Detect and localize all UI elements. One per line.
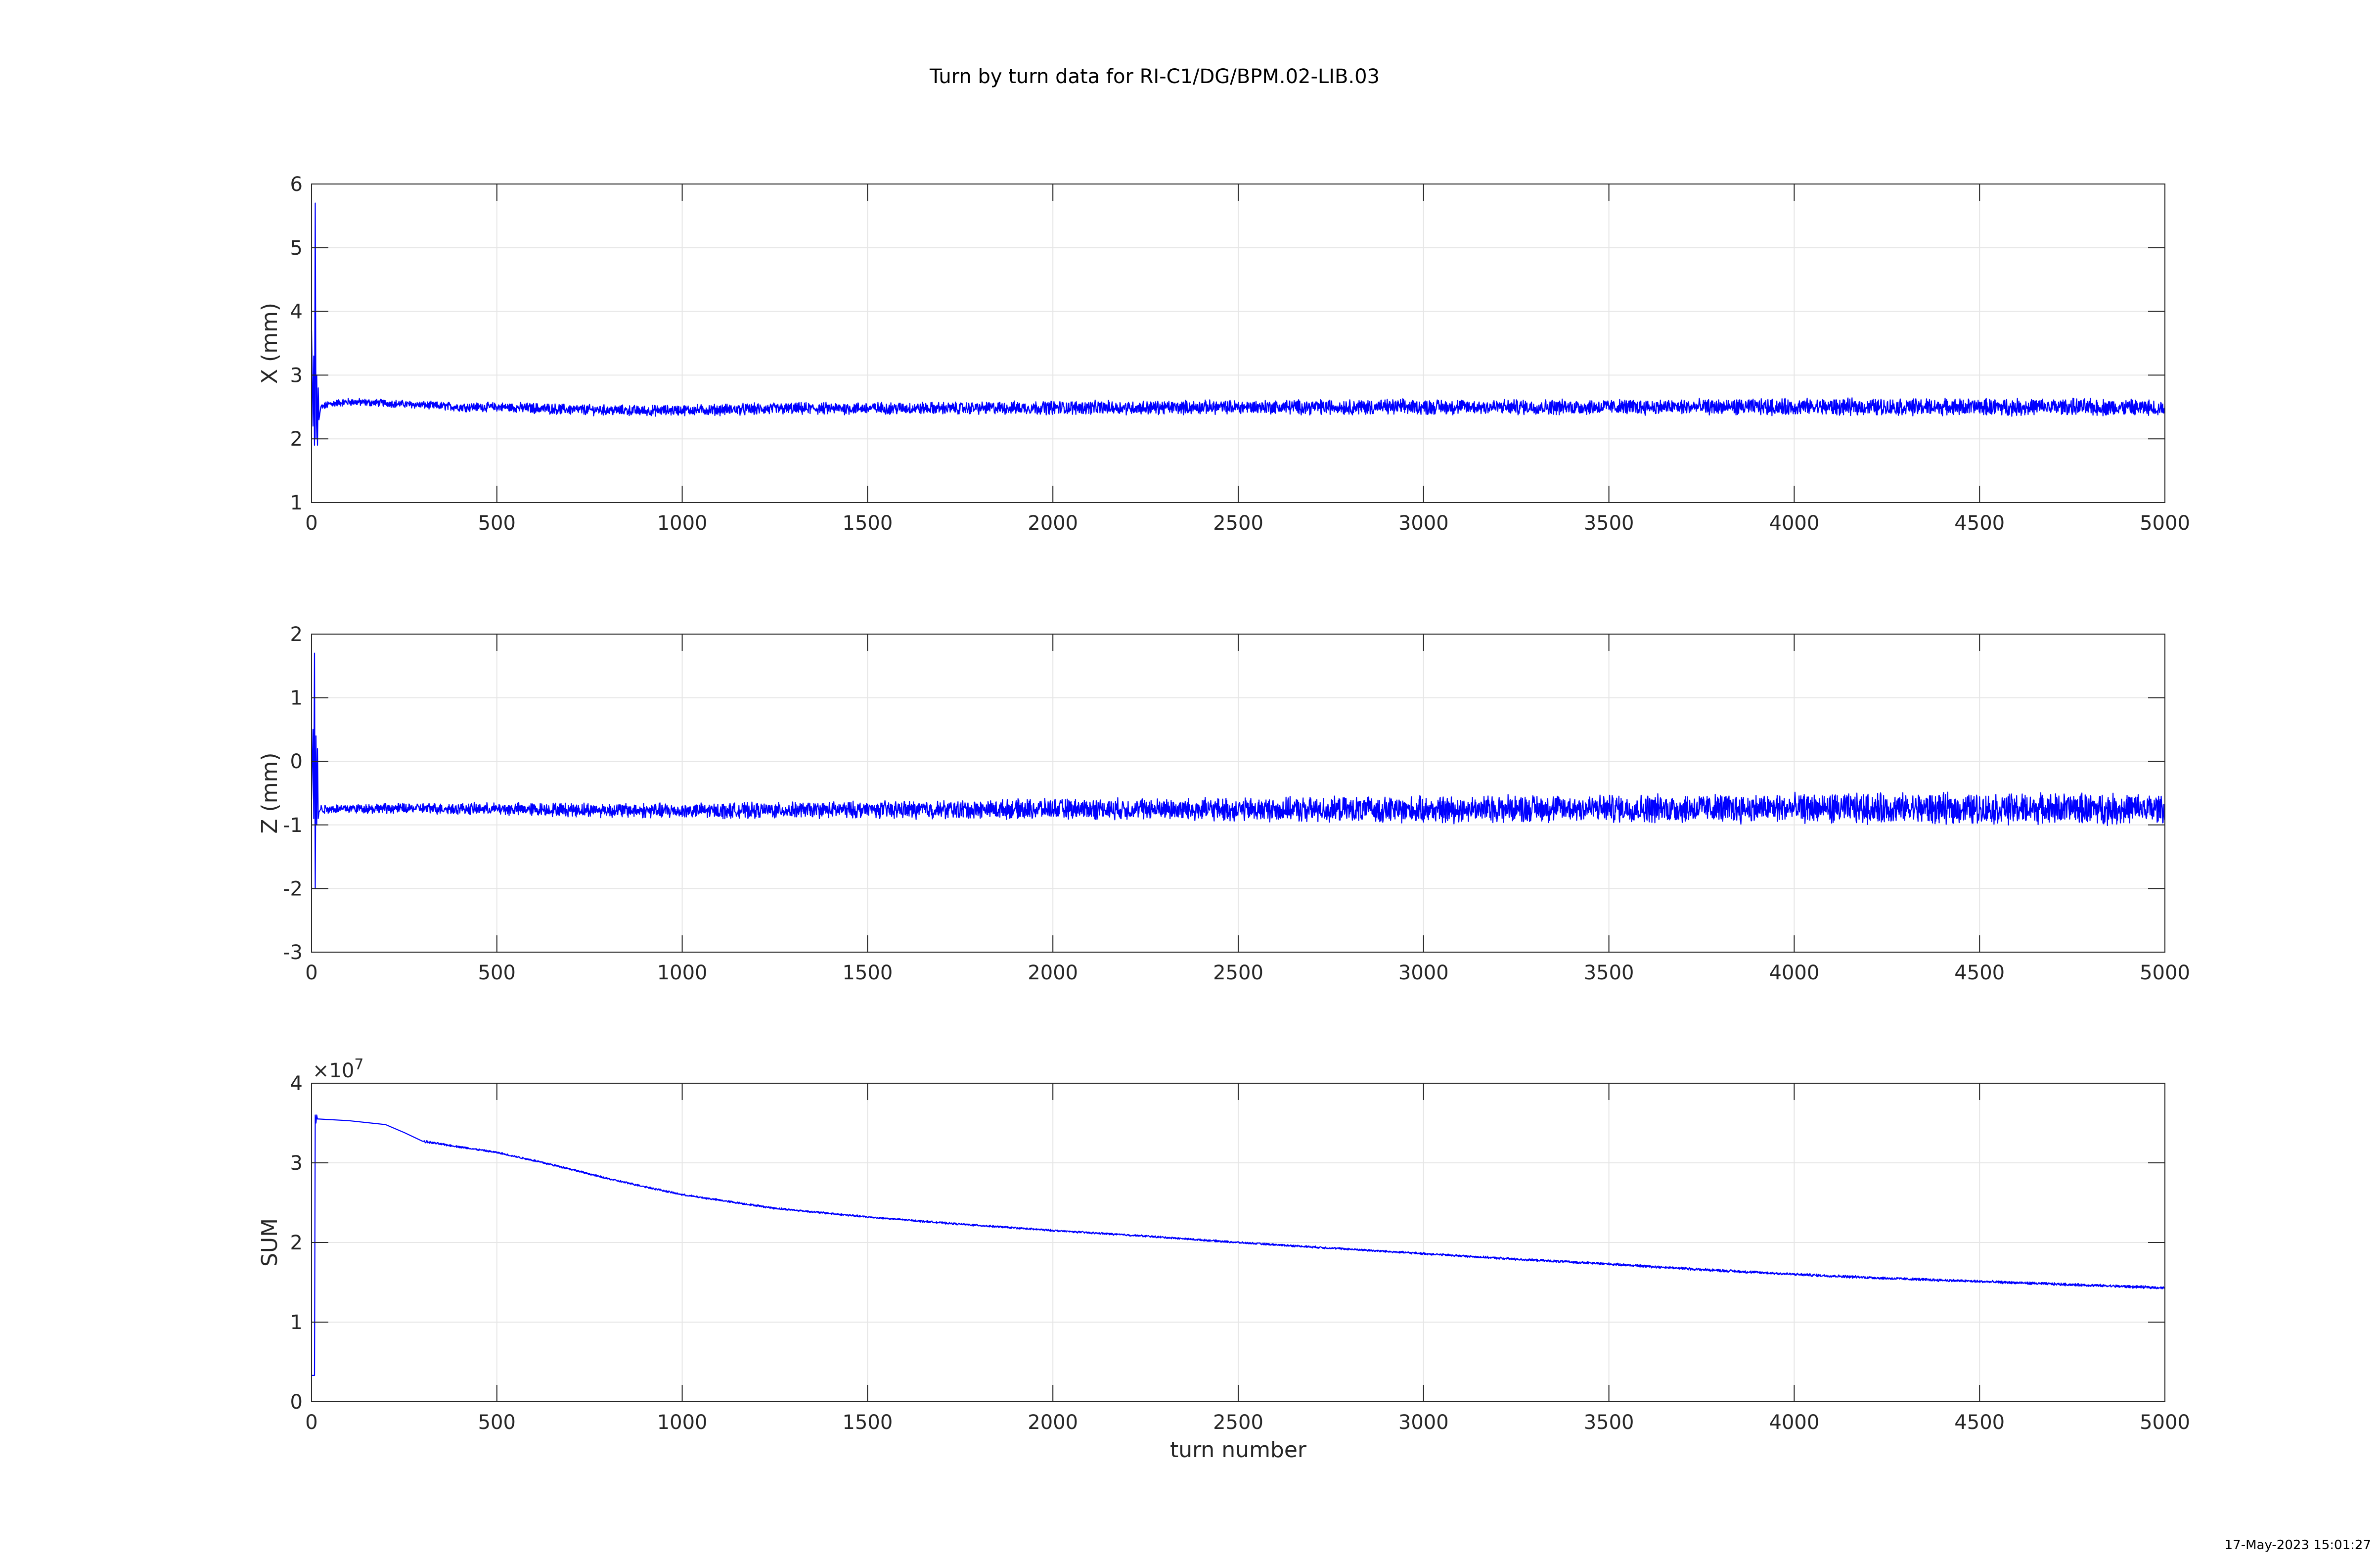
z-ylabel: Z (mm) bbox=[257, 752, 282, 833]
x-ylabel: X (mm) bbox=[257, 303, 282, 384]
sum-ytick-label: 3 bbox=[290, 1152, 303, 1175]
x-ytick-label: 2 bbox=[290, 428, 303, 451]
sum-xtick-label: 4500 bbox=[1954, 1411, 2005, 1434]
x-ytick-label: 5 bbox=[290, 237, 303, 260]
x-ytick-label: 1 bbox=[290, 492, 303, 514]
z-ytick-label: 0 bbox=[290, 750, 303, 773]
sum-xtick-label: 500 bbox=[478, 1411, 516, 1434]
x-xtick-label: 0 bbox=[305, 512, 317, 535]
axes-x-position: 0 500 1000 1500 2000 2500 3000 3500 4000 4500 5000… bbox=[257, 173, 2190, 535]
z-ytick-label: -2 bbox=[283, 877, 303, 900]
timestamp: 17-May-2023 15:01:27 bbox=[2225, 1538, 2371, 1553]
x-xtick-label: 1500 bbox=[843, 512, 893, 535]
sum-data-line bbox=[312, 1114, 2166, 1376]
z-xtick-label: 1500 bbox=[843, 962, 893, 984]
axes-sum: 0 500 1000 1500 2000 2500 3000 3500 4000 4500 5000… bbox=[257, 1056, 2190, 1463]
sum-xtick-label: 1000 bbox=[657, 1411, 708, 1434]
sum-ytick-label: 2 bbox=[290, 1232, 303, 1254]
sum-ytick-label: 0 bbox=[290, 1391, 303, 1414]
x-ytick-label: 6 bbox=[290, 173, 303, 196]
sum-xtick-label: 2000 bbox=[1028, 1411, 1078, 1434]
x-xtick-label: 1000 bbox=[657, 512, 708, 535]
z-ytick-label: 2 bbox=[290, 623, 303, 646]
x-xtick-label: 4500 bbox=[1954, 512, 2005, 535]
z-ytick-label: 1 bbox=[290, 687, 303, 710]
sum-xtick-label: 2500 bbox=[1213, 1411, 1263, 1434]
sum-xtick-label: 1500 bbox=[843, 1411, 893, 1434]
sum-xtick-label: 0 bbox=[305, 1411, 317, 1434]
z-xtick-label: 3500 bbox=[1584, 962, 1634, 984]
x-ytick-label: 3 bbox=[290, 364, 303, 387]
z-xtick-label: 500 bbox=[478, 962, 516, 984]
z-xtick-label: 1000 bbox=[657, 962, 708, 984]
figure-title: Turn by turn data for RI-C1/DG/BPM.02-LI… bbox=[929, 65, 1380, 88]
z-ytick-label: -3 bbox=[283, 941, 303, 964]
x-xtick-label: 3500 bbox=[1584, 512, 1634, 535]
x-xtick-label: 500 bbox=[478, 512, 516, 535]
x-xtick-label: 4000 bbox=[1769, 512, 1820, 535]
x-data-line bbox=[311, 202, 2166, 446]
z-xtick-label: 2000 bbox=[1028, 962, 1078, 984]
sum-exponent-label: ×107 bbox=[313, 1056, 364, 1082]
z-xtick-label: 3000 bbox=[1398, 962, 1449, 984]
sum-xtick-label: 3000 bbox=[1398, 1411, 1449, 1434]
sum-ylabel: SUM bbox=[257, 1218, 282, 1267]
z-xtick-label: 4500 bbox=[1954, 962, 2005, 984]
x-xtick-label: 5000 bbox=[2140, 512, 2190, 535]
sum-ytick-label: 1 bbox=[290, 1311, 303, 1334]
z-xtick-label: 0 bbox=[305, 962, 317, 984]
z-ytick-label: -1 bbox=[283, 814, 303, 837]
z-xtick-label: 4000 bbox=[1769, 962, 1820, 984]
x-xtick-label: 2000 bbox=[1028, 512, 1078, 535]
x-ytick-label: 4 bbox=[290, 301, 303, 323]
z-xtick-label: 5000 bbox=[2140, 962, 2190, 984]
sum-xtick-label: 3500 bbox=[1584, 1411, 1634, 1434]
sum-xtick-label: 5000 bbox=[2140, 1411, 2190, 1434]
sum-xlabel: turn number bbox=[1170, 1437, 1307, 1463]
z-data-line bbox=[311, 652, 2166, 889]
z-xtick-label: 2500 bbox=[1213, 962, 1263, 984]
x-xtick-label: 2500 bbox=[1213, 512, 1263, 535]
sum-xtick-label: 4000 bbox=[1769, 1411, 1820, 1434]
axes-z-position: 0 500 1000 1500 2000 2500 3000 3500 4000 4500 5000… bbox=[257, 623, 2190, 984]
x-xtick-label: 3000 bbox=[1398, 512, 1449, 535]
sum-ytick-label: 4 bbox=[290, 1072, 303, 1095]
